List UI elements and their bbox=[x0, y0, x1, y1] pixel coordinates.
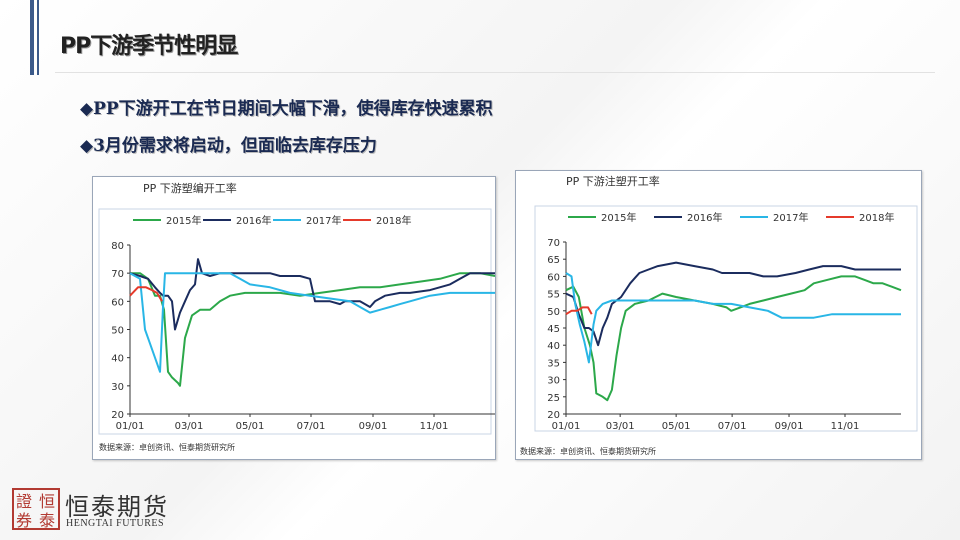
x-tick-label: 11/01 bbox=[831, 421, 860, 432]
chart-source: 数据来源：卓创资讯、恒泰期货研究所 bbox=[520, 446, 656, 456]
y-tick-label: 35 bbox=[547, 358, 560, 369]
x-tick-label: 01/01 bbox=[116, 421, 145, 432]
accent-bar bbox=[30, 0, 34, 75]
title-divider bbox=[55, 72, 935, 73]
y-tick-label: 40 bbox=[111, 354, 124, 365]
x-tick-label: 05/01 bbox=[662, 421, 691, 432]
y-tick-label: 20 bbox=[547, 410, 560, 421]
y-tick-label: 50 bbox=[111, 326, 124, 337]
y-tick-label: 65 bbox=[547, 255, 560, 266]
svg-text:泰: 泰 bbox=[39, 511, 55, 530]
legend-label-2018年: 2018年 bbox=[376, 214, 411, 227]
series-line-2018年 bbox=[129, 286, 163, 302]
chart-woven-rate: PP 下游塑编开工率 2015年 2016年 2017年 2018年 20 30 40 50 60… bbox=[92, 176, 496, 460]
y-tick-label: 60 bbox=[111, 297, 124, 308]
chart-title: PP 下游注塑开工率 bbox=[566, 174, 660, 188]
company-seal-logo: 證 恒 券 泰 bbox=[12, 488, 60, 530]
x-tick-label: 09/01 bbox=[775, 421, 804, 432]
accent-bar-thin bbox=[37, 0, 39, 75]
series-line-2016年 bbox=[129, 258, 495, 331]
y-tick-label: 20 bbox=[111, 410, 124, 421]
x-tick-label: 11/01 bbox=[420, 421, 449, 432]
company-name-en: HENGTAI FUTURES bbox=[66, 518, 165, 529]
plot-frame bbox=[98, 208, 492, 435]
y-tick-label: 60 bbox=[547, 272, 560, 283]
chart-woven-svg: PP 下游塑编开工率 2015年 2016年 2017年 2018年 20 30 40 50 60… bbox=[98, 181, 495, 452]
plot-frame bbox=[534, 205, 918, 432]
y-tick-label: 70 bbox=[111, 269, 124, 280]
svg-text:券: 券 bbox=[16, 511, 32, 530]
svg-text:恒: 恒 bbox=[39, 492, 55, 511]
legend-label-2017年: 2017年 bbox=[306, 214, 341, 227]
series-line-2017年 bbox=[129, 272, 495, 373]
y-tick-label: 45 bbox=[547, 324, 560, 335]
chart-title: PP 下游塑编开工率 bbox=[143, 181, 237, 195]
slide-title: PP下游季节性明显 bbox=[60, 34, 238, 59]
legend-label-2016年: 2016年 bbox=[687, 211, 722, 224]
y-tick-label: 40 bbox=[547, 341, 560, 352]
x-tick-label: 01/01 bbox=[552, 421, 581, 432]
x-tick-label: 09/01 bbox=[359, 421, 388, 432]
y-tick-label: 50 bbox=[547, 307, 560, 318]
series-line-2017年 bbox=[565, 272, 901, 364]
legend-label-2015年: 2015年 bbox=[601, 211, 636, 224]
series-line-2015年 bbox=[565, 275, 902, 402]
svg-text:證: 證 bbox=[16, 492, 32, 511]
bullet-1: ◆PP下游开工在节日期间大幅下滑，使得库存快速累积 bbox=[80, 99, 493, 119]
x-tick-label: 07/01 bbox=[718, 421, 747, 432]
y-tick-label: 30 bbox=[111, 382, 124, 393]
x-tick-label: 07/01 bbox=[297, 421, 326, 432]
x-tick-label: 03/01 bbox=[606, 421, 635, 432]
y-tick-label: 25 bbox=[547, 393, 560, 404]
y-tick-label: 55 bbox=[547, 290, 560, 301]
chart-injection-svg: PP 下游注塑开工率 2015年 2016年 2017年 2018年 20 25 30 35 40… bbox=[520, 174, 918, 456]
legend-label-2017年: 2017年 bbox=[773, 211, 808, 224]
x-tick-label: 03/01 bbox=[175, 421, 204, 432]
company-name-cn: 恒泰期货 bbox=[65, 493, 169, 521]
x-tick-label: 05/01 bbox=[236, 421, 265, 432]
y-tick-label: 30 bbox=[547, 376, 560, 387]
legend-label-2016年: 2016年 bbox=[236, 214, 271, 227]
series-line-2018年 bbox=[565, 306, 593, 316]
chart-injection-rate: PP 下游注塑开工率 2015年 2016年 2017年 2018年 20 25 30 35 40… bbox=[515, 170, 922, 460]
y-tick-label: 70 bbox=[547, 238, 560, 249]
legend-label-2018年: 2018年 bbox=[859, 211, 894, 224]
legend-label-2015年: 2015年 bbox=[166, 214, 201, 227]
bullet-2: ◆3月份需求将启动，但面临去库存压力 bbox=[80, 136, 377, 156]
y-tick-label: 80 bbox=[111, 241, 124, 252]
chart-source: 数据来源：卓创资讯、恒泰期货研究所 bbox=[99, 442, 235, 452]
